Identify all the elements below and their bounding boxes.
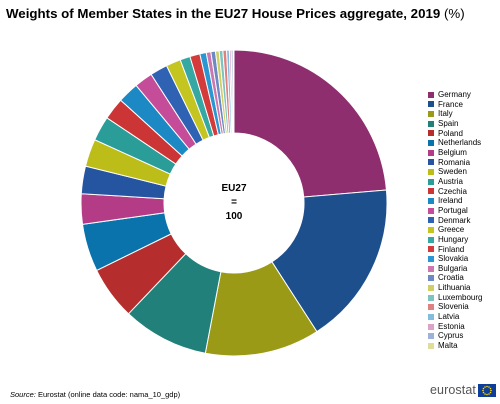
legend-item-estonia: Estonia <box>428 322 482 332</box>
legend-item-romania: Romania <box>428 158 482 168</box>
legend-label: Belgium <box>438 147 467 157</box>
legend-swatch <box>428 91 434 98</box>
center-label-line-3: 100 <box>226 211 243 222</box>
legend-item-malta: Malta <box>428 341 482 351</box>
legend-label: Sweden <box>438 167 467 177</box>
legend-swatch <box>428 284 434 291</box>
legend-swatch <box>428 140 434 147</box>
legend-swatch <box>428 159 434 166</box>
legend-item-finland: Finland <box>428 245 482 255</box>
legend-item-portugal: Portugal <box>428 206 482 216</box>
eu-flag-icon <box>477 383 496 397</box>
legend-label: Portugal <box>438 205 468 215</box>
legend-swatch <box>428 246 434 253</box>
legend-item-netherlands: Netherlands <box>428 138 482 148</box>
legend-label: Hungary <box>438 234 469 244</box>
legend-label: France <box>438 99 463 109</box>
legend-label: Slovenia <box>438 302 469 312</box>
legend-item-lithuania: Lithuania <box>428 283 482 293</box>
legend-swatch <box>428 255 434 262</box>
legend-item-czechia: Czechia <box>428 187 482 197</box>
legend-label: Romania <box>438 157 471 167</box>
legend-item-poland: Poland <box>428 129 482 139</box>
legend-label: Lithuania <box>438 283 471 293</box>
legend-label: Estonia <box>438 321 465 331</box>
legend-label: Czechia <box>438 186 467 196</box>
legend-item-bulgaria: Bulgaria <box>428 264 482 274</box>
legend-item-hungary: Hungary <box>428 235 482 245</box>
chart-unit: (%) <box>443 6 465 21</box>
legend-swatch <box>428 207 434 214</box>
legend-swatch <box>428 342 434 349</box>
legend-item-germany: Germany <box>428 90 482 100</box>
legend-label: Croatia <box>438 273 464 283</box>
legend-item-slovenia: Slovenia <box>428 302 482 312</box>
legend-swatch <box>428 227 434 234</box>
legend-swatch <box>428 120 434 127</box>
legend-label: Slovakia <box>438 254 469 264</box>
slice-france <box>271 189 388 333</box>
legend-swatch <box>428 236 434 243</box>
legend-item-sweden: Sweden <box>428 167 482 177</box>
donut-chart: EU27 = 100 <box>80 49 388 357</box>
legend-swatch <box>428 178 434 185</box>
legend-item-denmark: Denmark <box>428 216 482 226</box>
legend-label: Netherlands <box>438 138 482 148</box>
legend-label: Bulgaria <box>438 263 468 273</box>
logo-wordmark: eurostat <box>430 383 476 397</box>
slice-malta <box>232 49 235 134</box>
legend-item-spain: Spain <box>428 119 482 129</box>
legend-label: Spain <box>438 118 459 128</box>
legend-label: Ireland <box>438 196 463 206</box>
legend-swatch <box>428 323 434 330</box>
legend-label: Germany <box>438 90 471 99</box>
legend-item-slovakia: Slovakia <box>428 254 482 264</box>
slice-germany <box>233 49 387 198</box>
legend-item-austria: Austria <box>428 177 482 187</box>
legend: Germany France Italy Spain Poland Netherlands… <box>428 90 482 351</box>
legend-item-italy: Italy <box>428 109 482 119</box>
legend-swatch <box>428 313 434 320</box>
legend-label: Poland <box>438 128 463 138</box>
legend-item-ireland: Ireland <box>428 196 482 206</box>
source-note: Source: Eurostat (online data code: nama… <box>10 390 181 399</box>
legend-swatch <box>428 275 434 282</box>
eurostat-logo: eurostat <box>430 383 496 397</box>
legend-item-cyprus: Cyprus <box>428 331 482 341</box>
legend-swatch <box>428 169 434 176</box>
legend-label: Cyprus <box>438 331 464 341</box>
legend-swatch <box>428 188 434 195</box>
center-label-line-2: = <box>231 197 237 208</box>
legend-label: Greece <box>438 225 465 235</box>
legend-swatch <box>428 149 434 156</box>
legend-label: Luxembourg <box>438 292 483 302</box>
legend-swatch <box>428 130 434 137</box>
legend-item-belgium: Belgium <box>428 148 482 158</box>
chart-title: Weights of Member States in the EU27 Hou… <box>6 6 465 21</box>
legend-swatch <box>428 111 434 118</box>
legend-swatch <box>428 294 434 301</box>
legend-label: Finland <box>438 244 465 254</box>
legend-swatch <box>428 101 434 108</box>
legend-label: Denmark <box>438 215 471 225</box>
legend-item-luxembourg: Luxembourg <box>428 293 482 303</box>
legend-label: Austria <box>438 176 463 186</box>
legend-item-latvia: Latvia <box>428 312 482 322</box>
legend-item-greece: Greece <box>428 225 482 235</box>
legend-label: Latvia <box>438 312 460 322</box>
legend-swatch <box>428 333 434 340</box>
legend-label: Malta <box>438 341 458 351</box>
legend-label: Italy <box>438 109 453 119</box>
center-label-line-1: EU27 <box>221 183 246 194</box>
legend-swatch <box>428 304 434 311</box>
legend-swatch <box>428 217 434 224</box>
legend-swatch <box>428 265 434 272</box>
legend-swatch <box>428 198 434 205</box>
legend-item-france: France <box>428 100 482 110</box>
legend-item-croatia: Croatia <box>428 273 482 283</box>
